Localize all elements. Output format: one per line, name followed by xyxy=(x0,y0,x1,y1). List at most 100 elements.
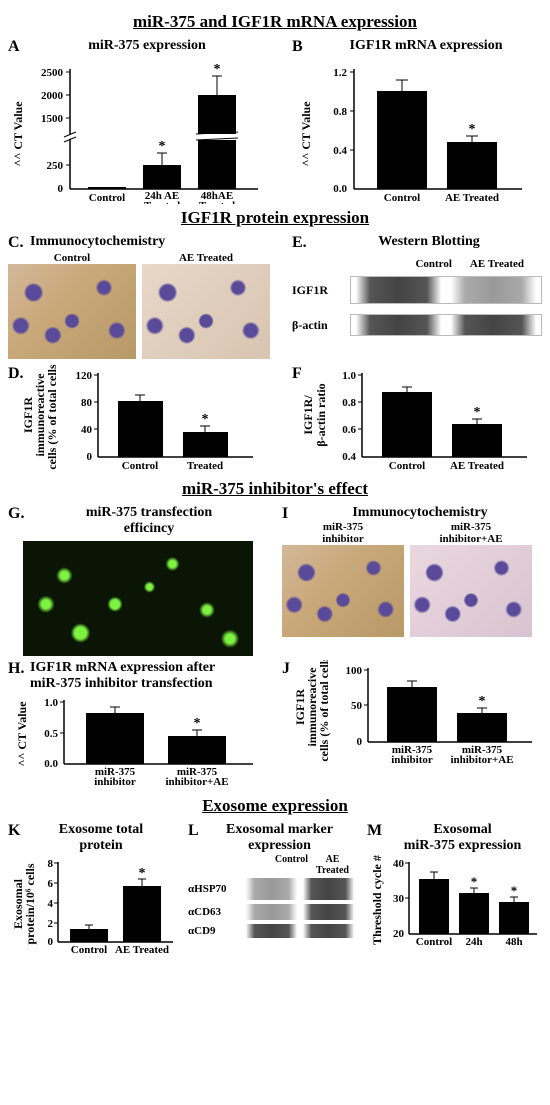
svg-text:cells (% of total cells): cells (% of total cells) xyxy=(317,660,331,762)
svg-text:Control: Control xyxy=(71,944,107,956)
svg-text:*: * xyxy=(214,62,221,77)
panel-e-letter: E. xyxy=(292,234,307,252)
panel-d-chart: 120 80 40 0 IGF1R immunoreactive cells (… xyxy=(8,365,268,475)
panel-b-chart: 1.2 0.8 0.4 0.0 ^^ CT Value * Control AE… xyxy=(292,54,542,204)
svg-text:30: 30 xyxy=(393,893,405,905)
svg-text:0.6: 0.6 xyxy=(342,424,356,436)
svg-text:2500: 2500 xyxy=(41,67,64,79)
panel-a: A miR-375 expression 2500 2000 1500 250 … xyxy=(8,38,268,204)
svg-text:0: 0 xyxy=(58,183,64,195)
svg-text:β-actin ratio: β-actin ratio xyxy=(314,383,328,446)
svg-text:AE Treated: AE Treated xyxy=(115,944,169,956)
panel-b-letter: B xyxy=(292,38,303,56)
svg-text:48h: 48h xyxy=(505,936,522,948)
panel-e: E. Western Blotting Control AE Treated I… xyxy=(292,234,542,359)
panel-c-letter: C. xyxy=(8,234,24,252)
panel-j-letter: J xyxy=(282,660,290,678)
wb-lane-treated: AE Treated xyxy=(470,258,524,270)
wb-lane-control: Control xyxy=(415,258,451,270)
panel-m-letter: M xyxy=(367,822,382,840)
panel-i-title: Immunocytochemistry xyxy=(298,505,542,521)
panel-b-title: IGF1R mRNA expression xyxy=(310,38,542,54)
svg-text:Control: Control xyxy=(89,192,125,204)
svg-text:IGF1R/: IGF1R/ xyxy=(301,395,315,435)
svg-text:80: 80 xyxy=(81,397,93,409)
icc-treated-image xyxy=(142,264,270,359)
panel-f-chart: 1.0 0.8 0.6 0.4 IGF1R/ β-actin ratio * C… xyxy=(292,365,542,475)
panel-h-letter: H. xyxy=(8,660,24,678)
panel-l-lane-0: Control xyxy=(275,854,308,876)
svg-text:100: 100 xyxy=(346,665,363,677)
panel-l-lane-1: AE Treated xyxy=(316,854,349,876)
panel-g-letter: G. xyxy=(8,505,24,523)
svg-text:1.0: 1.0 xyxy=(342,370,356,382)
panel-d-letter: D. xyxy=(8,365,24,383)
panel-h-chart: 1.0 0.5 0.0 ^^ CT Value * miR-375inhibit… xyxy=(8,692,268,792)
wb-row-actin: β-actin xyxy=(292,318,350,333)
svg-text:AE Treated: AE Treated xyxy=(450,460,504,472)
svg-text:*: * xyxy=(474,405,481,420)
svg-text:cells (% of total cells): cells (% of total cells) xyxy=(45,365,59,470)
svg-text:Treated: Treated xyxy=(187,460,223,472)
svg-text:0.8: 0.8 xyxy=(342,397,356,409)
svg-text:8: 8 xyxy=(48,858,54,870)
svg-text:miR-375inhibitor: miR-375inhibitor xyxy=(391,744,433,766)
icc-inhibitor-image xyxy=(282,545,404,637)
panel-g-title: miR-375 transfection efficincy xyxy=(30,505,268,537)
panel-b: B IGF1R mRNA expression 1.2 0.8 0.4 0.0 … xyxy=(292,38,542,204)
svg-text:0.5: 0.5 xyxy=(44,728,58,740)
svg-text:0.4: 0.4 xyxy=(342,451,356,463)
panel-k-title: Exosome total protein xyxy=(24,822,178,854)
svg-text:*: * xyxy=(139,866,146,881)
panel-l-title: Exosomal marker expression xyxy=(202,822,357,854)
panel-c-label-control: Control xyxy=(8,252,136,264)
svg-text:^^ CT Value: ^^ CT Value xyxy=(15,701,29,767)
panel-j-chart: 100 50 0 IGF1R immunoreacive cells (% of… xyxy=(282,660,542,775)
svg-text:*: * xyxy=(479,694,486,709)
panel-i-label-1: miR-375 inhibitor+AE xyxy=(410,521,532,545)
panel-e-title: Western Blotting xyxy=(316,234,542,250)
svg-text:2000: 2000 xyxy=(41,90,64,102)
svg-text:0.0: 0.0 xyxy=(44,758,58,770)
svg-text:0.0: 0.0 xyxy=(333,183,347,195)
panel-c-title: Immunocytochemistry xyxy=(30,234,278,250)
svg-text:Control: Control xyxy=(122,460,158,472)
svg-text:1.2: 1.2 xyxy=(333,67,347,79)
panel-f-letter: F xyxy=(292,365,302,383)
svg-text:4: 4 xyxy=(48,898,54,910)
panel-i-label-0: miR-375 inhibitor xyxy=(282,521,404,545)
section-title-3: miR-375 inhibitor's effect xyxy=(8,479,542,499)
svg-text:0.8: 0.8 xyxy=(333,106,347,118)
svg-text:*: * xyxy=(194,716,201,731)
svg-text:*: * xyxy=(469,122,476,137)
panel-l-letter: L xyxy=(188,822,199,840)
panel-g: G. miR-375 transfection efficincy xyxy=(8,505,268,656)
fluorescence-image xyxy=(23,541,253,656)
panel-h: H. IGF1R mRNA expression after miR-375 i… xyxy=(8,660,268,792)
svg-text:AE Treated: AE Treated xyxy=(445,192,499,204)
svg-text:0.4: 0.4 xyxy=(333,145,347,157)
svg-text:miR-375inhibitor+AE: miR-375inhibitor+AE xyxy=(450,744,513,766)
svg-text:1500: 1500 xyxy=(41,113,64,125)
panel-k-letter: K xyxy=(8,822,20,840)
svg-text:protein/10⁶ cells: protein/10⁶ cells xyxy=(23,863,37,944)
svg-text:6: 6 xyxy=(48,878,54,890)
svg-text:Control: Control xyxy=(416,936,452,948)
section-title-4: Exosome expression xyxy=(8,796,542,816)
panel-a-chart: 2500 2000 1500 250 0 ^^ CT Value * * Con… xyxy=(8,54,268,204)
svg-text:^^ CT Value: ^^ CT Value xyxy=(11,101,25,167)
svg-text:0: 0 xyxy=(87,451,93,463)
svg-text:Control: Control xyxy=(384,192,420,204)
panel-l-row-2: αCD9 xyxy=(188,925,243,937)
panel-m-chart: 40 30 20 Threshold cycle # * * Control 2… xyxy=(367,854,542,954)
svg-text:50: 50 xyxy=(351,700,363,712)
svg-text:120: 120 xyxy=(76,370,93,382)
panel-a-title: miR-375 expression xyxy=(26,38,268,54)
section-title-2: IGF1R protein expression xyxy=(8,208,542,228)
svg-text:1.0: 1.0 xyxy=(44,697,58,709)
panel-c: C. Immunocytochemistry Control AE Treate… xyxy=(8,234,278,359)
panel-a-letter: A xyxy=(8,38,20,56)
svg-text:*: * xyxy=(202,412,209,427)
svg-text:40: 40 xyxy=(81,424,93,436)
panel-k-chart: 8 6 4 2 0 Exosomal protein/10⁶ cells * C… xyxy=(8,854,178,964)
